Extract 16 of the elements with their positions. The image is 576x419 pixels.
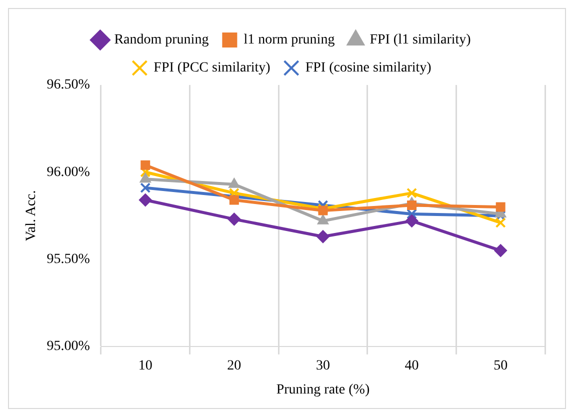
x-tick-label: 10 <box>138 358 152 374</box>
legend-label: FPI (cosine similarity) <box>305 60 432 76</box>
x-tick-label: 50 <box>494 358 508 374</box>
y-tick-label: 96.00% <box>46 164 90 180</box>
x-tick-label: 20 <box>227 358 242 374</box>
legend-label: Random pruning <box>114 32 209 48</box>
legend-label: FPI (l1 similarity) <box>370 32 472 48</box>
legend-label: l1 norm pruning <box>244 32 335 48</box>
y-tick-label: 95.00% <box>46 339 90 354</box>
y-axis-title: Val. Acc. <box>24 190 40 242</box>
x-tick-label: 40 <box>404 358 419 374</box>
x-axis-title: Pruning rate (%) <box>276 382 370 398</box>
legend-label: FPI (PCC similarity) <box>154 60 271 76</box>
x-tick-label: 30 <box>316 358 330 374</box>
y-tick-label: 95.50% <box>46 252 90 267</box>
y-tick-label: 96.50% <box>46 78 90 93</box>
